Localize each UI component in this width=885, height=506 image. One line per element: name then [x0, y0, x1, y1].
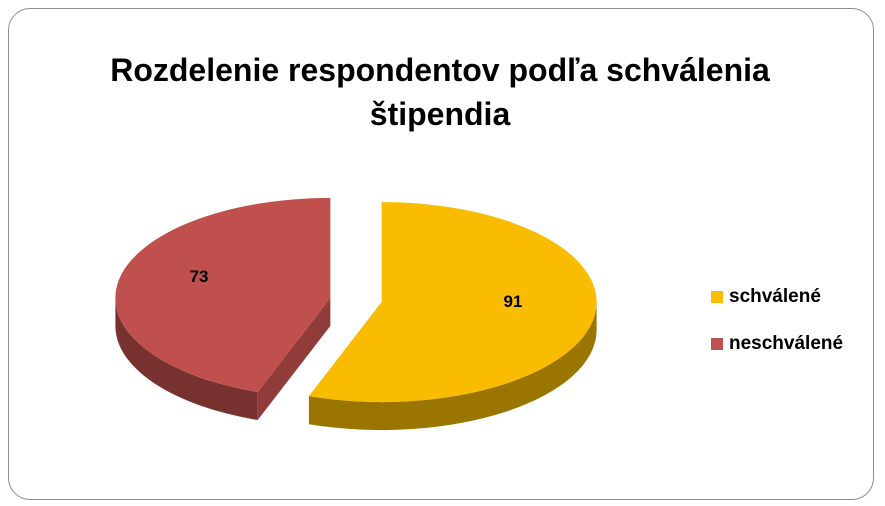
slice-wall	[257, 297, 331, 421]
legend-swatch	[711, 291, 723, 303]
data-label: 91	[503, 292, 522, 311]
slice-side	[308, 302, 597, 431]
pie-slice	[115, 197, 331, 393]
slice-side	[115, 297, 258, 421]
data-label: 73	[190, 267, 209, 286]
chart-title: Rozdelenie respondentov podľa schválenia…	[110, 52, 770, 132]
pie-slice	[308, 202, 597, 403]
legend-label: schválené	[729, 286, 821, 307]
legend-swatch	[711, 338, 723, 350]
legend-label: neschválené	[729, 333, 843, 354]
